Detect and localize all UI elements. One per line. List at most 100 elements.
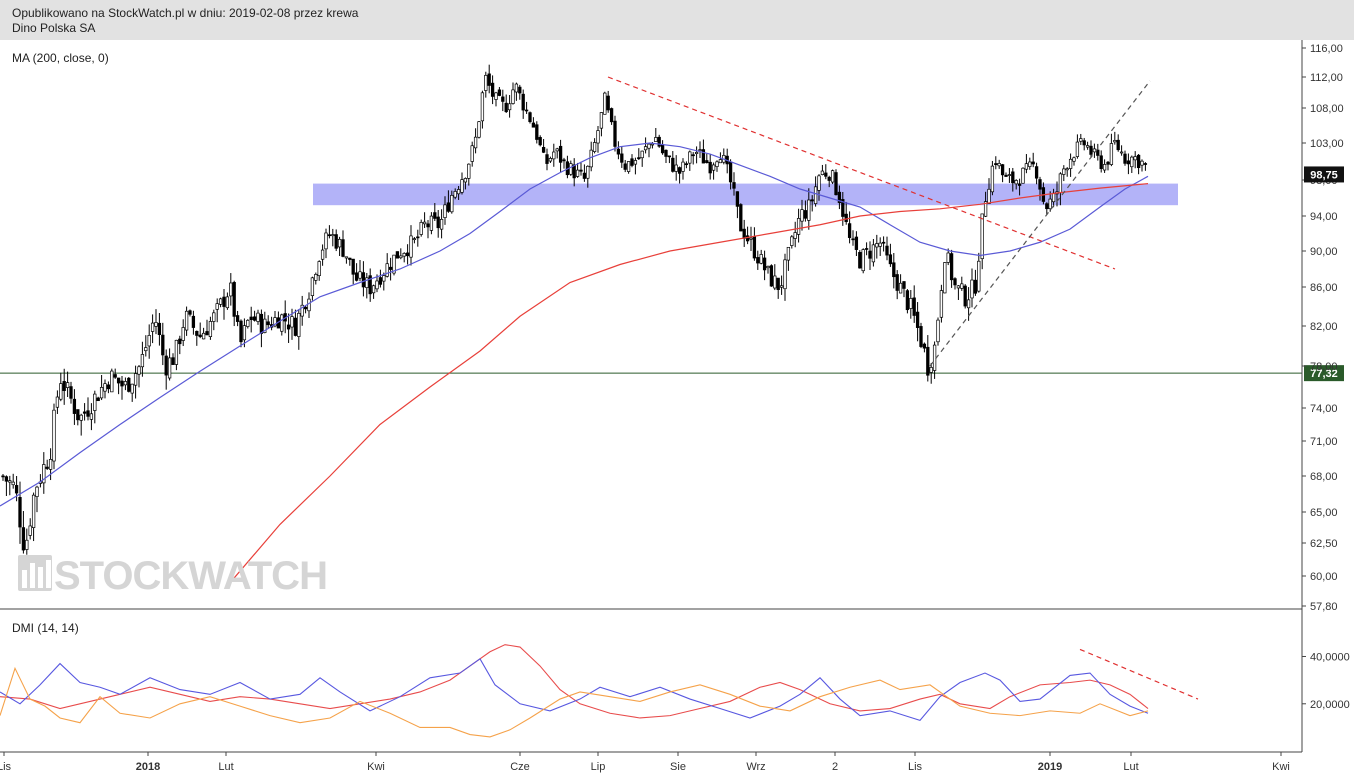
candle-body bbox=[72, 398, 77, 414]
candle-body bbox=[477, 121, 481, 138]
watermark-logo-bar bbox=[22, 570, 27, 588]
candle-body bbox=[521, 93, 525, 111]
ma-blue-line bbox=[0, 142, 1149, 507]
down-trend-line bbox=[607, 76, 1116, 270]
candle-body bbox=[297, 312, 301, 337]
y-tick-label: 60,00 bbox=[1310, 571, 1338, 583]
y-tick-label: 82,00 bbox=[1310, 321, 1338, 333]
candle-body bbox=[895, 274, 899, 291]
dmi-indicator bbox=[0, 644, 1199, 738]
x-tick-label: Sie bbox=[670, 761, 686, 773]
candle-body bbox=[198, 334, 202, 338]
candle-body bbox=[103, 383, 107, 392]
candle-body bbox=[528, 112, 532, 123]
y-tick-label: 108,00 bbox=[1310, 103, 1344, 115]
candle-body bbox=[450, 195, 454, 213]
candle-body bbox=[783, 259, 787, 290]
candle-body bbox=[756, 257, 760, 264]
candle-body bbox=[732, 182, 736, 189]
candle-body bbox=[871, 244, 876, 263]
candle-body bbox=[86, 410, 90, 417]
candle-body bbox=[229, 282, 233, 297]
candle-body bbox=[365, 277, 369, 288]
candle-body bbox=[1068, 158, 1073, 169]
candle-body bbox=[1024, 163, 1029, 170]
candle-body bbox=[171, 357, 175, 365]
candle-body bbox=[453, 191, 457, 198]
ma200-line bbox=[229, 183, 1149, 584]
candle-body bbox=[1119, 151, 1124, 154]
y-tick-label: 68,00 bbox=[1310, 471, 1338, 483]
candle-body bbox=[412, 238, 417, 241]
candle-body bbox=[739, 204, 743, 232]
candle-body bbox=[684, 163, 689, 166]
candle-body bbox=[514, 83, 519, 93]
candle-body bbox=[681, 161, 685, 172]
candle-body bbox=[246, 319, 250, 327]
candle-body bbox=[154, 322, 158, 327]
dmi-y-tick-label: 20,0000 bbox=[1310, 699, 1350, 711]
candle-body bbox=[1143, 163, 1148, 165]
candle-body bbox=[266, 321, 270, 326]
candle-body bbox=[317, 261, 321, 276]
instrument-name: Dino Polska SA bbox=[12, 21, 96, 35]
candle-body bbox=[1099, 155, 1103, 169]
candle-body bbox=[99, 387, 104, 399]
candle-body bbox=[150, 322, 155, 332]
candle-body bbox=[773, 275, 777, 289]
candle-body bbox=[841, 199, 845, 217]
candle-body bbox=[535, 124, 539, 140]
candle-body bbox=[1116, 139, 1120, 151]
candle-body bbox=[609, 108, 614, 123]
candle-body bbox=[195, 330, 199, 336]
x-tick-label: Kwi bbox=[1272, 761, 1290, 773]
candle-body bbox=[280, 314, 284, 332]
candle-body bbox=[1062, 168, 1066, 175]
candle-body bbox=[898, 282, 903, 294]
candle-body bbox=[779, 285, 784, 288]
candle-body bbox=[616, 148, 621, 155]
x-tick-label: Cze bbox=[510, 761, 530, 773]
candle-body bbox=[405, 252, 410, 257]
candle-body bbox=[358, 271, 362, 279]
candle-body bbox=[548, 158, 553, 162]
candle-body bbox=[368, 275, 372, 295]
candle-body bbox=[463, 178, 468, 183]
candle-body bbox=[1065, 168, 1069, 171]
candle-body bbox=[388, 266, 393, 270]
main-panel-title: MA (200, close, 0) bbox=[12, 51, 109, 65]
candle-body bbox=[324, 232, 328, 250]
candle-body bbox=[212, 312, 216, 322]
candle-body bbox=[273, 317, 277, 327]
y-tick-label: 74,00 bbox=[1310, 403, 1338, 415]
candle-body bbox=[701, 149, 706, 164]
candle-body bbox=[14, 485, 19, 494]
candle-body bbox=[793, 232, 797, 239]
candle-body bbox=[504, 102, 508, 113]
candle-body bbox=[1014, 180, 1018, 185]
candle-body bbox=[507, 103, 512, 111]
candle-body bbox=[161, 334, 165, 356]
candle-body bbox=[137, 366, 141, 375]
candle-body bbox=[531, 122, 536, 128]
candle-body bbox=[885, 245, 889, 256]
candle-body bbox=[113, 374, 117, 378]
candle-body bbox=[966, 299, 971, 309]
candle-body bbox=[902, 281, 906, 289]
candle-body bbox=[35, 486, 39, 497]
candle-body bbox=[429, 215, 434, 231]
candle-body bbox=[307, 298, 311, 312]
candle-body bbox=[864, 248, 869, 250]
candle-body bbox=[878, 242, 882, 247]
candle-body bbox=[596, 130, 600, 144]
candle-body bbox=[803, 210, 808, 219]
dmi-y-tick-label: 40,0000 bbox=[1310, 651, 1350, 663]
candle-body bbox=[671, 157, 675, 172]
candle-body bbox=[643, 146, 648, 151]
axes: 116,00112,00108,00103,0098,0094,0090,008… bbox=[0, 40, 1350, 773]
candle-body bbox=[65, 382, 70, 388]
candle-body bbox=[820, 170, 825, 175]
dmi-plus-line bbox=[0, 658, 1149, 721]
up-trend-line bbox=[929, 80, 1151, 367]
